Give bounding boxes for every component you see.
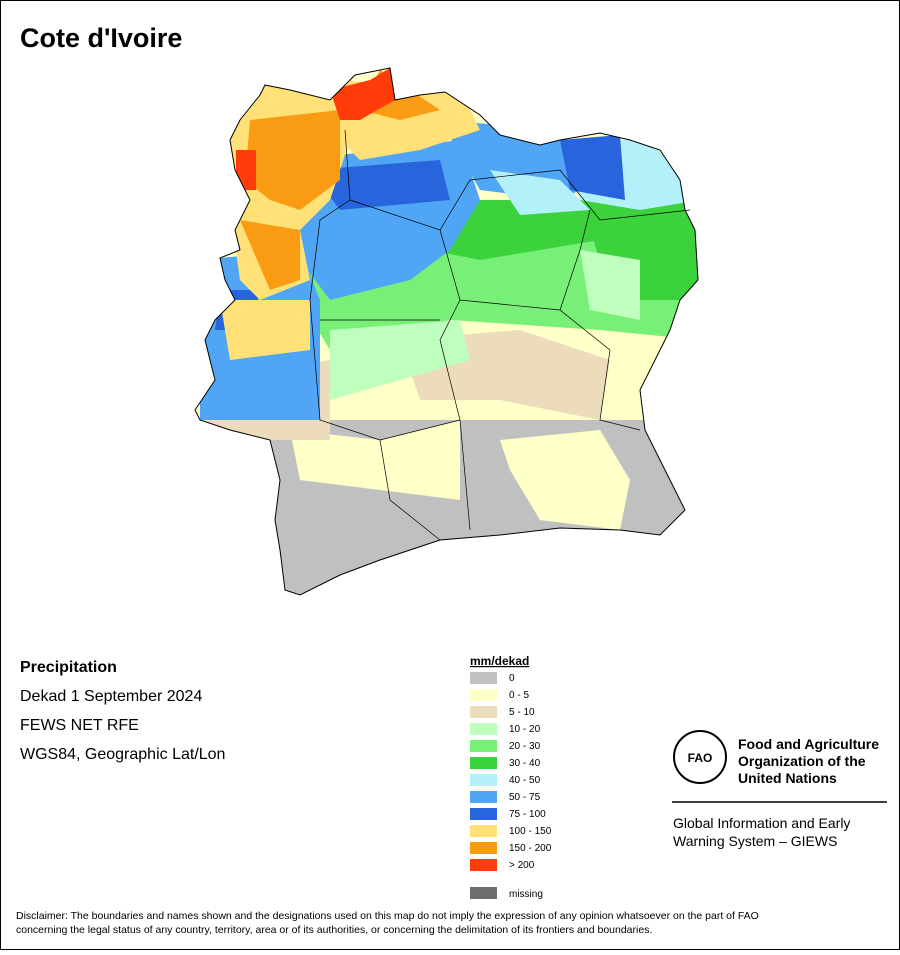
legend-swatch — [470, 706, 497, 718]
legend-swatch — [470, 774, 497, 786]
info-line: WGS84, Geographic Lat/Lon — [20, 746, 225, 763]
legend: mm/dekad 0 0 - 5 5 - 10 10 - 20 20 - 30 30 - … — [470, 654, 552, 900]
info-line: FEWS NET RFE — [20, 717, 139, 734]
legend-label: 0 - 5 — [509, 690, 529, 701]
legend-label: 75 - 100 — [509, 809, 546, 820]
legend-label: 5 - 10 — [509, 707, 535, 718]
legend-label: 0 — [509, 673, 515, 684]
legend-swatch — [470, 887, 497, 899]
admin-boundaries — [309, 129, 691, 541]
info-line: Precipitation — [20, 659, 117, 676]
legend-swatch — [470, 859, 497, 871]
legend-label: 40 - 50 — [509, 775, 541, 786]
org-name: United Nations — [738, 770, 837, 786]
legend-label: missing — [509, 889, 543, 900]
org-name: Food and Agriculture — [738, 736, 879, 752]
legend-label: > 200 — [509, 860, 535, 871]
legend-swatch — [470, 672, 497, 684]
disclaimer: Disclaimer: The boundaries and names sho… — [16, 910, 759, 922]
legend-label: 100 - 150 — [509, 826, 552, 837]
legend-swatch — [470, 689, 497, 701]
org-name: Organization of the — [738, 753, 866, 769]
legend-label: 10 - 20 — [509, 724, 541, 735]
system-name: Warning System – GIEWS — [673, 833, 837, 849]
legend-swatch — [470, 791, 497, 803]
svg-text:FAO: FAO — [688, 751, 713, 765]
legend-label: 20 - 30 — [509, 741, 541, 752]
legend-label: 50 - 75 — [509, 792, 541, 803]
legend-label: 150 - 200 — [509, 843, 552, 854]
legend-swatch — [470, 757, 497, 769]
disclaimer: concerning the legal status of any count… — [16, 924, 652, 936]
rainfall-map — [195, 68, 698, 595]
legend-label: 30 - 40 — [509, 758, 541, 769]
legend-swatch — [470, 808, 497, 820]
fao-logo: FAO — [672, 730, 887, 803]
legend-swatch — [470, 740, 497, 752]
legend-swatch — [470, 842, 497, 854]
legend-title: mm/dekad — [470, 654, 529, 668]
map-info: Precipitation Dekad 1 September 2024 FEWS … — [20, 659, 225, 763]
legend-swatch — [470, 825, 497, 837]
country-border — [194, 67, 699, 596]
system-name: Global Information and Early — [673, 815, 850, 831]
info-line: Dekad 1 September 2024 — [20, 688, 202, 705]
legend-swatch — [470, 723, 497, 735]
map-title: Cote d'Ivoire — [20, 23, 182, 53]
